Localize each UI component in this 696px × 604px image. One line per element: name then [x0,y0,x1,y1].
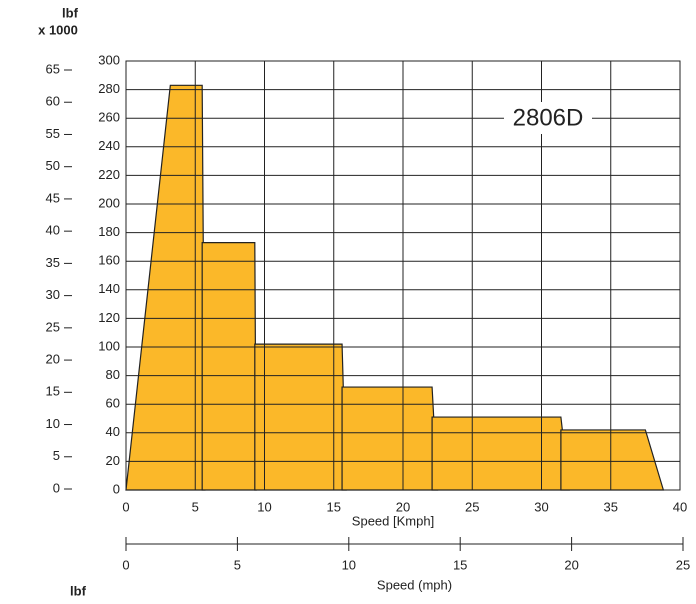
x-tick-label: 0 [122,499,129,514]
x2-tick-label: 0 [122,557,129,572]
y-tick-label: 80 [106,367,120,382]
y2-tick-label: 45 [46,190,60,205]
x2-axis-label: Speed (mph) [377,577,452,592]
y2-tick-label: 55 [46,126,60,141]
y2-unit-scale: x 1000 [38,22,78,37]
y2-tick-label: 40 [46,223,60,238]
y2-unit: lbf [62,5,79,20]
x-tick-label: 20 [396,499,410,514]
gear-area [560,429,665,491]
x-tick-label: 10 [257,499,271,514]
annotation-bg [504,102,592,134]
y-tick-label: 200 [98,195,120,210]
y2-tick-label: 15 [46,384,60,399]
y-tick-label: 280 [98,81,120,96]
x2-tick-label: 15 [453,557,467,572]
y2-tick-label: 60 [46,94,60,109]
gear-area [431,416,570,491]
y-tick-label: 60 [106,396,120,411]
y2-tick-label: 35 [46,255,60,270]
y2-tick-label: 20 [46,352,60,367]
y-tick-label: 40 [106,424,120,439]
y-tick-label: 180 [98,224,120,239]
y-tick-label: 0 [113,481,120,496]
x2-tick-label: 5 [234,557,241,572]
x-tick-label: 40 [673,499,687,514]
y-tick-label: 120 [98,310,120,325]
x-tick-label: 25 [465,499,479,514]
x2-tick-label: 20 [564,557,578,572]
gear-area [254,343,347,491]
x2-tick-label: 10 [342,557,356,572]
x-tick-label: 35 [604,499,618,514]
x-tick-label: 15 [327,499,341,514]
y2-tick-label: 50 [46,158,60,173]
x-tick-label: 5 [192,499,199,514]
x2-tick-label: 25 [676,557,690,572]
y-tick-label: 300 [98,52,120,67]
y2-tick-label: 5 [53,448,60,463]
y-tick-label: 220 [98,167,120,182]
y-tick-label: 20 [106,453,120,468]
y2-tick-label: 30 [46,287,60,302]
x-tick-label: 30 [534,499,548,514]
x-axis-label: Speed [Kmph] [352,513,434,528]
gear-area [201,242,257,491]
gear-area [341,386,439,491]
y2-tick-label: 65 [46,61,60,76]
y-tick-label: 100 [98,338,120,353]
gear-area [125,84,206,491]
y-tick-label: 140 [98,281,120,296]
y-tick-label: 260 [98,110,120,125]
bottom-unit: lbf [70,583,87,598]
annotation: 2806D [513,104,584,131]
plot-frame [125,60,681,491]
y2-tick-label: 25 [46,319,60,334]
y2-tick-label: 10 [46,416,60,431]
y-tick-label: 160 [98,253,120,268]
y2-tick-label: 0 [53,480,60,495]
y-tick-label: 240 [98,138,120,153]
